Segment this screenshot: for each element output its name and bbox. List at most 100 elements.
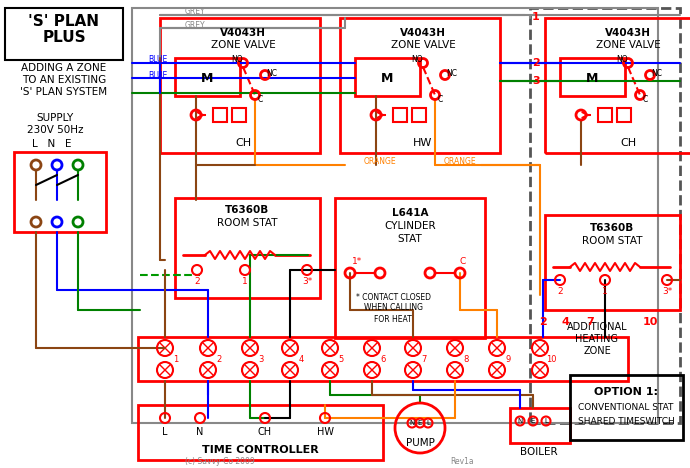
Bar <box>160 18 320 153</box>
Text: TIME CONTROLLER: TIME CONTROLLER <box>201 445 318 455</box>
Bar <box>138 405 383 460</box>
Text: BLUE: BLUE <box>148 56 167 65</box>
Text: M: M <box>201 72 213 85</box>
Text: 1: 1 <box>173 354 179 364</box>
Text: STAT: STAT <box>397 234 422 244</box>
Text: SUPPLY: SUPPLY <box>37 113 74 123</box>
Text: 1: 1 <box>242 278 248 286</box>
Bar <box>335 198 485 338</box>
Text: 2: 2 <box>194 278 200 286</box>
Text: 'S' PLAN SYSTEM: 'S' PLAN SYSTEM <box>21 87 108 97</box>
Text: CH: CH <box>620 138 636 148</box>
Text: C: C <box>460 257 466 266</box>
Bar <box>132 8 658 423</box>
Text: Rev1a: Rev1a <box>450 456 473 466</box>
Text: L: L <box>162 427 168 437</box>
Text: L: L <box>426 420 430 426</box>
Text: NO: NO <box>616 56 628 65</box>
Text: 1*: 1* <box>352 257 362 266</box>
Bar <box>393 108 407 122</box>
Bar <box>545 215 680 310</box>
Text: HW: HW <box>317 427 333 437</box>
Text: CH: CH <box>258 427 272 437</box>
Bar <box>570 375 683 440</box>
Text: NC: NC <box>446 68 457 78</box>
Text: FOR HEAT: FOR HEAT <box>374 314 412 323</box>
Text: 7: 7 <box>586 317 594 327</box>
Text: WHEN CALLING: WHEN CALLING <box>364 304 422 313</box>
Text: HEATING: HEATING <box>575 334 618 344</box>
Text: ZONE: ZONE <box>583 346 611 356</box>
Text: NO: NO <box>411 56 423 65</box>
Text: N: N <box>197 427 204 437</box>
Text: V4043H: V4043H <box>605 28 651 38</box>
Text: 2: 2 <box>217 354 221 364</box>
Text: V4043H: V4043H <box>400 28 446 38</box>
Text: 2: 2 <box>558 287 563 297</box>
Text: 2: 2 <box>532 58 540 68</box>
Bar <box>545 18 690 153</box>
Text: ZONE VALVE: ZONE VALVE <box>391 40 455 50</box>
Text: 'S' PLAN: 'S' PLAN <box>28 14 99 29</box>
Text: M: M <box>586 72 598 85</box>
Text: BLUE: BLUE <box>148 71 167 80</box>
Bar <box>340 18 500 153</box>
Bar <box>598 108 612 122</box>
Text: 10: 10 <box>546 354 556 364</box>
Text: ZONE VALVE: ZONE VALVE <box>595 40 660 50</box>
Text: E: E <box>531 418 535 424</box>
Text: NC: NC <box>266 68 277 78</box>
Bar <box>510 408 570 443</box>
Text: 4: 4 <box>298 354 304 364</box>
Text: 3: 3 <box>258 354 264 364</box>
Text: C: C <box>642 95 648 104</box>
Text: SHARED TIMESWITCH: SHARED TIMESWITCH <box>578 417 674 425</box>
Text: N: N <box>409 420 415 426</box>
Text: L641A: L641A <box>392 208 428 218</box>
Text: C: C <box>437 95 442 104</box>
Bar <box>213 108 227 122</box>
Text: 6: 6 <box>380 354 386 364</box>
Bar <box>232 108 246 122</box>
Text: NO: NO <box>231 56 243 65</box>
Bar <box>355 58 420 96</box>
Text: ORANGE: ORANGE <box>364 156 396 166</box>
Text: BOILER: BOILER <box>520 447 558 457</box>
Bar <box>14 152 106 232</box>
Text: PLUS: PLUS <box>42 29 86 44</box>
Text: ROOM STAT: ROOM STAT <box>217 218 277 228</box>
Text: 7: 7 <box>422 354 426 364</box>
Text: T6360B: T6360B <box>590 223 634 233</box>
Text: ADDING A ZONE: ADDING A ZONE <box>21 63 107 73</box>
Text: E: E <box>418 420 422 426</box>
Text: PUMP: PUMP <box>406 438 435 448</box>
Text: GREY: GREY <box>185 21 206 29</box>
Text: 2: 2 <box>539 317 547 327</box>
Text: ZONE VALVE: ZONE VALVE <box>210 40 275 50</box>
Bar <box>138 337 628 381</box>
Text: L   N   E: L N E <box>32 139 72 149</box>
Text: T6360B: T6360B <box>225 205 269 215</box>
Text: 10: 10 <box>642 317 658 327</box>
Text: 5: 5 <box>338 354 344 364</box>
Bar <box>560 58 625 96</box>
Text: 3*: 3* <box>662 287 672 297</box>
Text: 9: 9 <box>505 354 511 364</box>
Text: ADDITIONAL: ADDITIONAL <box>566 322 627 332</box>
Text: 1: 1 <box>532 12 540 22</box>
Text: ORANGE: ORANGE <box>444 156 476 166</box>
Text: 4: 4 <box>561 317 569 327</box>
Text: L: L <box>544 418 548 424</box>
Text: 230V 50Hz: 230V 50Hz <box>27 125 83 135</box>
Text: 1: 1 <box>602 287 608 297</box>
Text: CONVENTIONAL STAT: CONVENTIONAL STAT <box>578 403 673 412</box>
Bar <box>5 8 123 60</box>
Bar <box>175 58 240 96</box>
Text: CH: CH <box>235 138 251 148</box>
Text: * CONTACT CLOSED: * CONTACT CLOSED <box>355 292 431 301</box>
Text: 3*: 3* <box>302 278 312 286</box>
Text: GREY: GREY <box>185 7 206 16</box>
Bar <box>412 108 426 122</box>
Text: N: N <box>518 418 522 424</box>
Text: V4043H: V4043H <box>220 28 266 38</box>
